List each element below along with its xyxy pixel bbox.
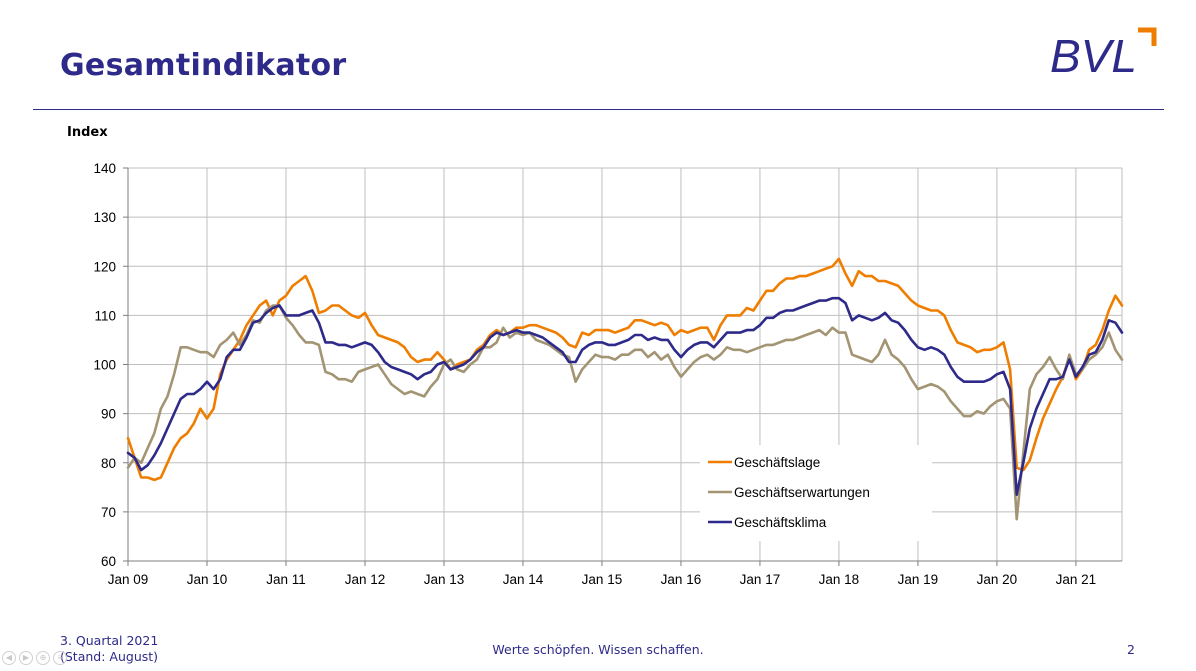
footer-quarter: 3. Quartal 2021 (Stand: August): [60, 633, 158, 665]
x-tick-label: Jan 11: [266, 572, 306, 587]
next-icon[interactable]: ▶: [19, 651, 33, 665]
grid-layer: [128, 167, 1123, 561]
footer-slogan: Werte schöpfen. Wissen schaffen.: [492, 642, 704, 657]
line-chart: Index 60 70 80 90 100 110 120 130 140 Jan 09 Jan 1…: [67, 125, 1124, 587]
x-tick-label: Jan 12: [345, 572, 386, 587]
x-tick-label: Jan 19: [898, 572, 939, 587]
page-number: 2: [1127, 642, 1135, 657]
series-line-2: [126, 304, 1124, 521]
legend-box: [700, 445, 932, 541]
y-tick-label: 140: [93, 161, 116, 176]
y-tick-label: 120: [93, 259, 116, 274]
footer-quarter-line: 3. Quartal 2021: [60, 633, 159, 648]
footer-status-line: (Stand: August): [60, 649, 159, 664]
series-line-3: [126, 296, 1124, 497]
page-title: Gesamtindikator: [60, 48, 347, 83]
x-tick-label: Jan 15: [582, 572, 623, 587]
x-tick-label: Jan 14: [503, 572, 544, 587]
y-tick-label: 110: [94, 308, 116, 323]
menu-icon[interactable]: ≡: [53, 651, 67, 665]
y-tick-label: 80: [101, 456, 116, 471]
x-tick-label: Jan 10: [187, 572, 228, 587]
x-tick-label: Jan 20: [977, 572, 1018, 587]
header-divider: [33, 109, 1164, 110]
x-tick-label: Jan 16: [661, 572, 702, 587]
y-axis-label: Index: [67, 125, 108, 140]
series-layer: [126, 257, 1124, 521]
x-tick-label: Jan 18: [819, 572, 860, 587]
slide-nav-controls: ◀ ▶ ⊕ ≡: [2, 651, 67, 667]
bvl-logo: BVL: [1050, 27, 1157, 82]
y-tick-label: 100: [93, 358, 116, 373]
logo-accent: [1138, 27, 1157, 46]
logo-text: BVL: [1050, 30, 1137, 82]
legend-label: Geschäftserwartungen: [734, 485, 870, 500]
y-tick-label: 70: [101, 505, 116, 520]
y-tick-label: 130: [93, 210, 116, 225]
x-tick-label: Jan 13: [424, 572, 465, 587]
axis-layer: 60 70 80 90 100 110 120 130 140 Jan 09 Jan 10 Jan 1…: [93, 161, 1122, 587]
y-tick-label: 90: [101, 407, 116, 422]
legend: Geschäftslage Geschäftserwartungen Geschäf…: [700, 445, 932, 541]
x-tick-label: Jan 17: [740, 572, 781, 587]
y-tick-label: 60: [101, 554, 116, 569]
x-tick-label: Jan 09: [108, 572, 149, 587]
prev-icon[interactable]: ◀: [2, 651, 16, 665]
x-tick-label: Jan 21: [1056, 572, 1097, 587]
legend-label: Geschäftslage: [734, 455, 820, 470]
legend-label: Geschäftsklima: [734, 515, 827, 530]
series-line-1: [126, 257, 1124, 482]
zoom-icon[interactable]: ⊕: [36, 651, 50, 665]
